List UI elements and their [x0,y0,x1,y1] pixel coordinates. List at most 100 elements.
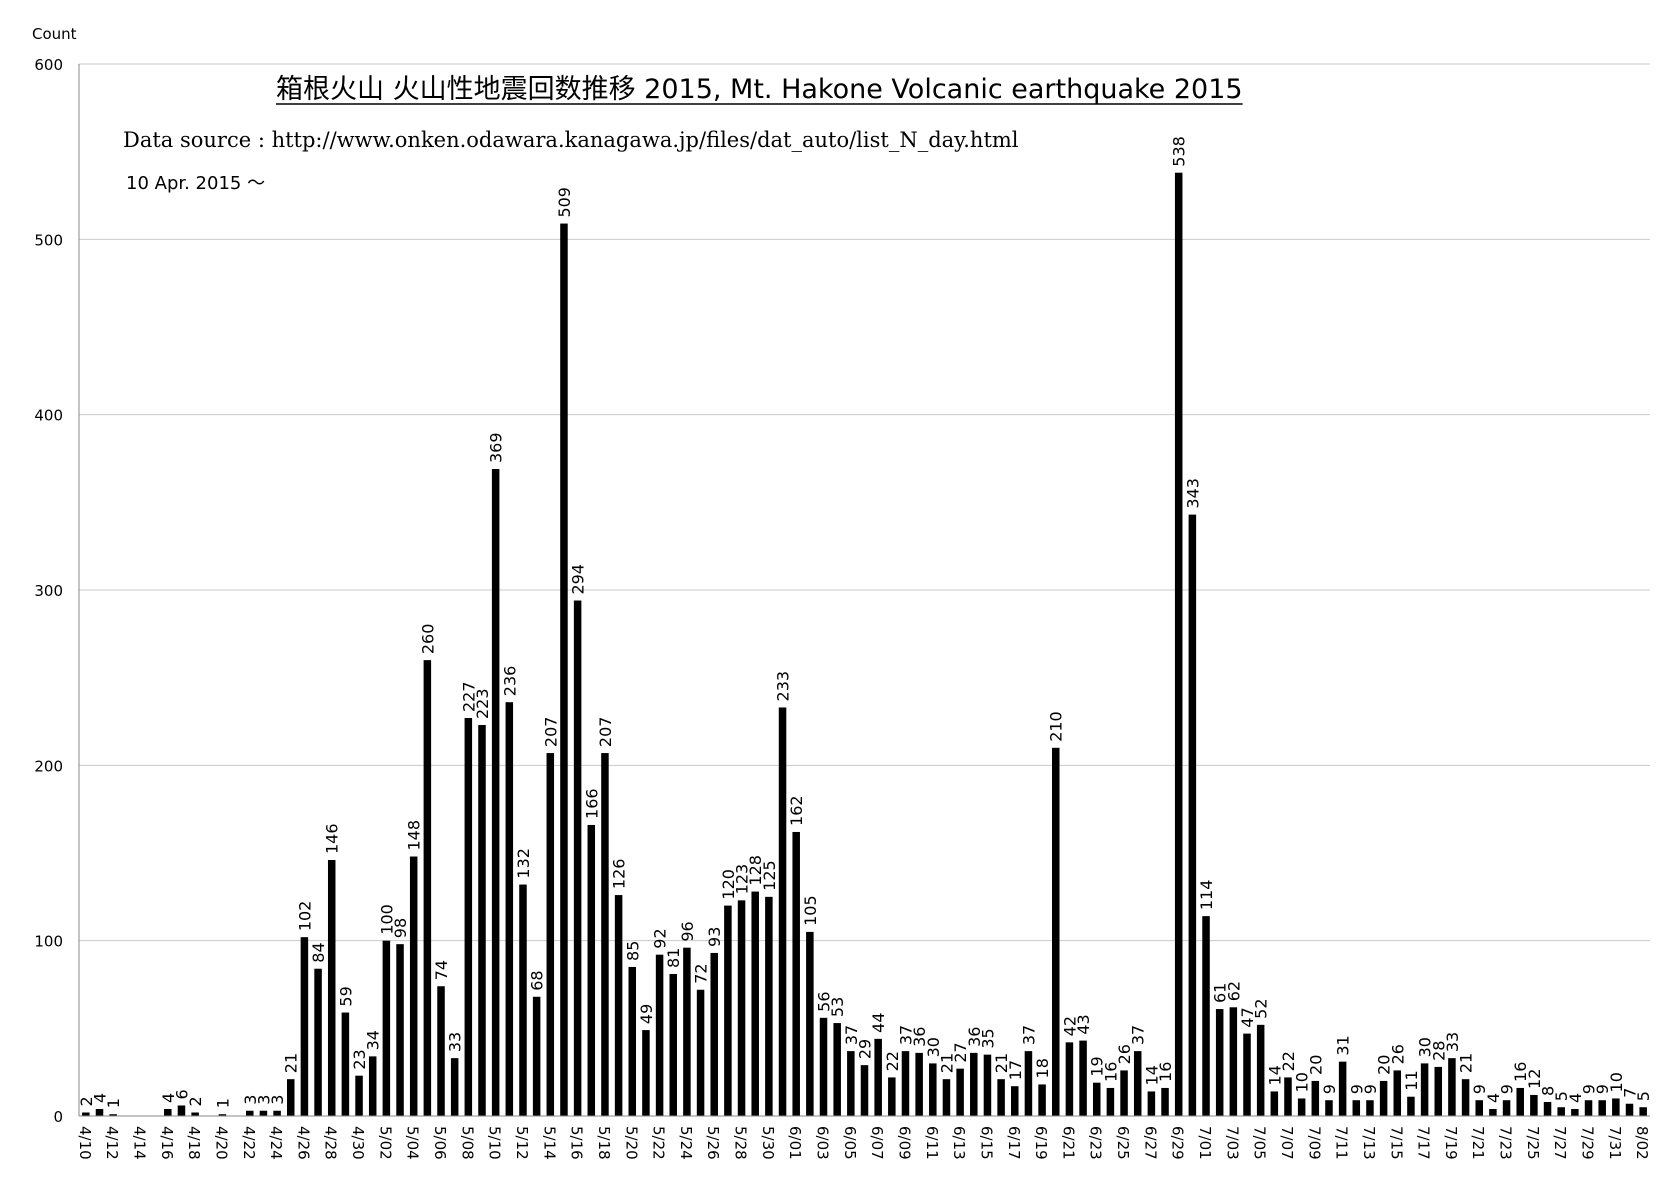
data-label: 8 [1539,1086,1558,1096]
bar [95,1108,104,1116]
bar [1229,1007,1238,1116]
bar [751,891,759,1116]
x-tick-label: 6/05 [841,1126,859,1160]
data-label: 227 [459,681,478,712]
data-label: 4 [1566,1093,1585,1103]
data-label: 53 [828,997,847,1017]
bar [1393,1070,1402,1116]
bar [1038,1084,1046,1116]
x-tick-label: 5/16 [568,1126,586,1160]
bar [273,1110,281,1116]
x-tick-label: 7/17 [1415,1126,1433,1160]
data-label: 123 [733,864,752,895]
bar [806,931,814,1116]
data-label: 114 [1197,880,1216,911]
bar [177,1105,186,1116]
bar [382,940,391,1116]
x-tick-label: 6/23 [1087,1126,1105,1160]
x-tick-label: 7/25 [1524,1126,1542,1160]
data-label: 14 [1142,1065,1161,1085]
data-label: 16 [1156,1062,1175,1082]
x-tick-label: 7/01 [1196,1126,1214,1160]
data-label: 84 [309,942,328,962]
x-tick-label: 5/26 [704,1126,722,1160]
data-label: 6 [172,1089,191,1099]
bar [519,884,527,1116]
data-label: 21 [992,1053,1011,1073]
data-source-note: Data source : http://www.onken.odawara.k… [123,128,1019,152]
data-label: 43 [1074,1014,1093,1034]
bar [860,1065,869,1116]
bar [491,469,500,1116]
x-tick-label: 4/30 [349,1126,367,1160]
x-tick-label: 6/07 [868,1126,886,1160]
data-label: 17 [1006,1060,1025,1080]
data-label: 18 [1033,1058,1052,1078]
y-tick-label: 500 [34,231,63,249]
x-tick-label: 4/10 [76,1126,94,1160]
x-tick-label: 7/23 [1497,1126,1515,1160]
data-label: 37 [896,1025,915,1045]
bar [778,707,787,1116]
bar [1557,1107,1565,1116]
data-label: 125 [760,860,779,891]
bar [942,1079,951,1116]
data-label: 21 [282,1053,301,1073]
data-label: 7 [1621,1088,1640,1098]
x-tick-label: 5/14 [540,1126,558,1160]
bar [1215,1009,1224,1116]
x-tick-label: 5/12 [513,1126,531,1160]
data-label: 61 [1211,983,1230,1003]
bar [1011,1086,1019,1116]
bar [819,1017,828,1116]
data-label: 343 [1183,478,1202,509]
bar [1475,1100,1483,1116]
x-tick-label: 5/22 [650,1126,668,1160]
data-label: 4 [159,1093,178,1103]
data-label: 44 [869,1012,888,1032]
data-label: 105 [801,895,820,926]
data-label: 52 [1252,998,1271,1018]
data-label: 98 [391,918,410,938]
bar [888,1077,896,1116]
data-label: 19 [1088,1056,1107,1076]
bar [532,996,541,1116]
data-label: 28 [1429,1041,1448,1061]
y-tick-label: 0 [53,1108,63,1126]
bar [286,1079,295,1116]
data-label: 72 [692,963,711,983]
bar [1352,1100,1361,1116]
bar [997,1079,1005,1116]
bar [792,831,800,1116]
data-label: 16 [1101,1062,1120,1082]
bar [683,947,691,1116]
y-axis-label: Count [32,25,77,43]
bar [450,1058,459,1116]
data-label: 35 [978,1028,997,1048]
x-tick-label: 6/25 [1114,1126,1132,1160]
bars [82,172,1647,1116]
data-label: 34 [364,1030,383,1050]
data-label: 29 [856,1039,875,1059]
bar [259,1110,268,1116]
gridlines [79,63,1650,942]
bar [423,660,432,1116]
x-tick-label: 6/09 [895,1126,913,1160]
data-label: 12 [1525,1069,1544,1089]
data-label: 14 [1265,1065,1284,1085]
x-tick-label: 7/07 [1278,1126,1296,1160]
x-tick-label: 4/12 [103,1126,121,1160]
bar [355,1075,363,1116]
data-label: 146 [323,823,342,854]
bar [847,1051,855,1116]
data-label: 21 [1457,1053,1476,1073]
bar [314,968,322,1116]
bar [368,1056,377,1116]
x-tick-label: 4/14 [130,1126,148,1160]
bar [1407,1096,1415,1116]
bar [1202,916,1210,1116]
data-label: 62 [1224,981,1243,1001]
bar [915,1052,923,1116]
bar [218,1114,227,1116]
